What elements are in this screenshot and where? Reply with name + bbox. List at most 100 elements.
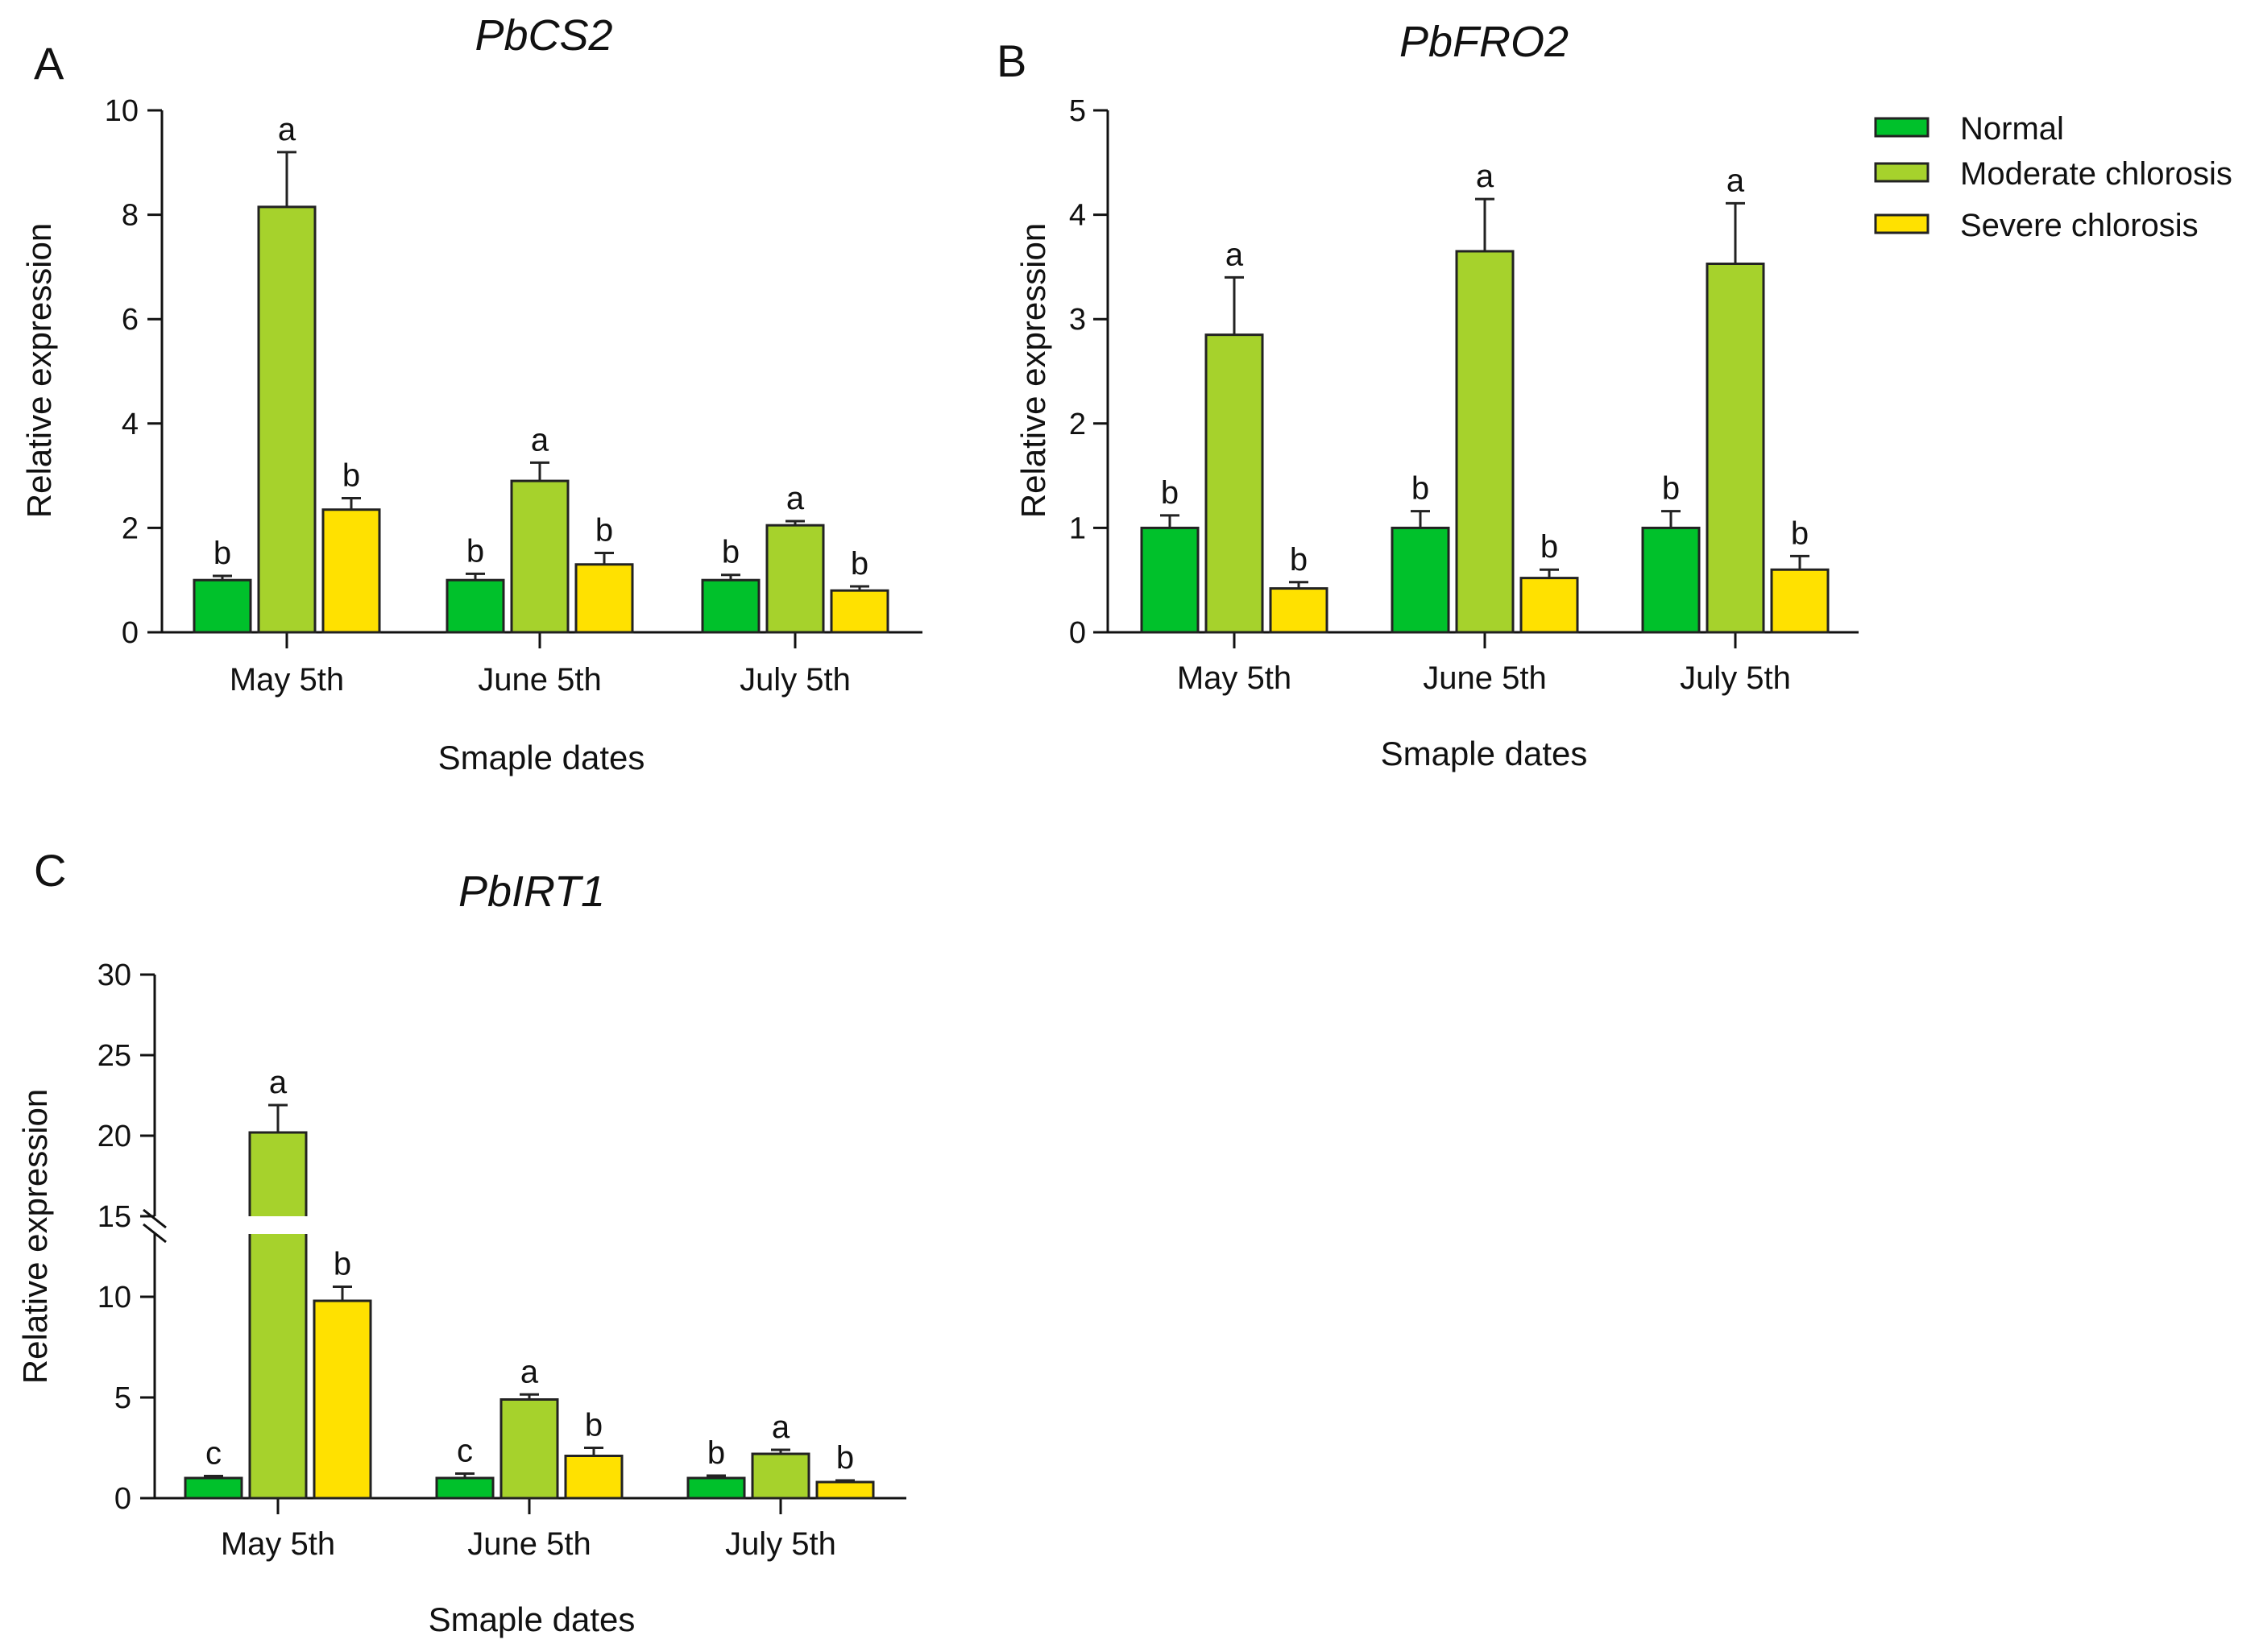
bar-moderate-chlorosis-july-5th <box>765 524 825 634</box>
y-tick-label: 4 <box>1069 199 1086 233</box>
significance-letter: a <box>520 1354 539 1389</box>
panel-a-title: PbCS2 <box>475 11 612 60</box>
significance-letter: a <box>1476 159 1494 194</box>
panel-a-letter: A <box>34 38 64 89</box>
panel-a-y-label: Relative expression <box>20 223 58 519</box>
x-tick-label: July 5th <box>725 1526 836 1562</box>
panel-c-axis-break-mark <box>143 1208 167 1229</box>
y-tick-label: 3 <box>1069 303 1086 337</box>
x-tick-label: May 5th <box>1177 660 1291 696</box>
bar-moderate-chlorosis-june-5th <box>499 1398 559 1500</box>
panel-b-y-ticks: 0 1 2 3 4 5 <box>1069 94 1108 650</box>
bar-moderate-chlorosis-may-5th <box>1204 333 1264 634</box>
legend-item-normal: Normal <box>1874 111 2064 147</box>
y-tick-label: 5 <box>114 1381 131 1415</box>
bar-severe-chlorosis-june-5th <box>564 1455 624 1500</box>
y-tick-label: 0 <box>122 616 139 650</box>
bar-normal-may-5th <box>1140 526 1200 634</box>
panel-b-title: PbFRO2 <box>1399 18 1569 66</box>
panel-c-title: PbIRT1 <box>458 867 605 916</box>
legend-item-severe-chlorosis: Severe chlorosis <box>1874 208 2199 243</box>
x-tick-label: June 5th <box>467 1526 591 1562</box>
significance-letter: b <box>722 535 740 570</box>
bar-normal-june-5th <box>435 1476 495 1500</box>
bar-moderate-chlorosis-july-5th <box>1706 263 1765 634</box>
significance-letter: b <box>1791 515 1809 551</box>
panel-c-y-ticks: 0 5 10 15 20 25 30 <box>97 958 155 1516</box>
panel-a-y-ticks: 0 2 4 6 8 10 <box>105 94 162 650</box>
bar-severe-chlorosis-may-5th <box>321 508 381 634</box>
panel-b-bars: b b b a a a b b b <box>1140 159 1830 634</box>
bar-severe-chlorosis-june-5th <box>1519 577 1579 634</box>
bar-severe-chlorosis-july-5th <box>815 1480 875 1500</box>
significance-letter: c <box>457 1434 473 1469</box>
significance-letter: a <box>278 112 296 147</box>
bar-severe-chlorosis-july-5th <box>1770 568 1830 634</box>
significance-letter: b <box>1540 529 1558 565</box>
bar-moderate-chlorosis-june-5th <box>510 479 570 634</box>
y-tick-label: 8 <box>122 199 139 233</box>
bar-severe-chlorosis-june-5th <box>574 563 634 634</box>
x-tick-label: May 5th <box>230 662 344 698</box>
panel-c-letter: C <box>34 845 66 896</box>
legend-label: Severe chlorosis <box>1960 208 2199 243</box>
panel-b-x-label: Smaple dates <box>1381 735 1588 772</box>
x-tick-label: June 5th <box>478 662 601 698</box>
panel-b-y-label: Relative expression <box>1014 223 1052 519</box>
panel-c-x-label: Smaple dates <box>429 1600 636 1638</box>
panel-b: B PbFRO2 Relative expression Smaple date… <box>997 18 1859 772</box>
bar-moderate-chlorosis-june-5th <box>1455 250 1515 634</box>
bar-moderate-chlorosis-may-5th <box>248 1131 308 1500</box>
legend-label: Normal <box>1960 111 2064 147</box>
legend-swatch-severe-chlorosis <box>1874 213 1929 234</box>
significance-letter: a <box>269 1065 288 1100</box>
significance-letter: b <box>1662 471 1680 507</box>
bar-severe-chlorosis-july-5th <box>830 589 889 634</box>
panel-c-x-ticks: May 5th June 5th July 5th <box>221 1498 836 1562</box>
panel-c: C PbIRT1 Relative expression Smaple date… <box>16 845 906 1638</box>
x-tick-label: July 5th <box>740 662 851 698</box>
y-tick-label: 0 <box>114 1482 131 1516</box>
significance-letter: b <box>342 458 360 493</box>
significance-letter: b <box>1411 471 1429 507</box>
bar-normal-june-5th <box>1391 526 1450 634</box>
panel-a: A PbCS2 Relative expression Smaple dates… <box>20 11 922 776</box>
y-tick-label: 10 <box>97 1281 131 1315</box>
significance-letter: b <box>1290 542 1308 578</box>
bar-normal-may-5th <box>193 578 252 634</box>
y-tick-label: 15 <box>97 1200 131 1234</box>
significance-letter: c <box>205 1436 222 1472</box>
y-tick-label: 30 <box>97 958 131 992</box>
x-tick-label: May 5th <box>221 1526 335 1562</box>
legend-label: Moderate chlorosis <box>1960 156 2232 192</box>
significance-letter: b <box>1161 475 1179 511</box>
bar-normal-july-5th <box>686 1476 746 1500</box>
bar-normal-may-5th <box>184 1476 243 1500</box>
significance-letter: b <box>585 1408 603 1443</box>
y-tick-label: 2 <box>1069 408 1086 441</box>
bar-normal-june-5th <box>446 578 505 634</box>
y-tick-label: 10 <box>105 94 139 128</box>
legend-item-moderate-chlorosis: Moderate chlorosis <box>1874 156 2232 192</box>
significance-letter: b <box>466 533 484 569</box>
panel-b-x-ticks: May 5th June 5th July 5th <box>1177 632 1791 696</box>
panel-a-x-ticks: May 5th June 5th July 5th <box>230 632 851 698</box>
significance-letter: b <box>595 513 613 549</box>
x-tick-label: July 5th <box>1680 660 1791 696</box>
significance-letter: b <box>836 1440 854 1476</box>
bar-moderate-chlorosis-july-5th <box>751 1452 810 1500</box>
y-tick-label: 1 <box>1069 511 1086 545</box>
y-tick-label: 6 <box>122 303 139 337</box>
legend-swatch-normal <box>1874 117 1929 138</box>
panel-c-y-label: Relative expression <box>16 1089 54 1385</box>
significance-letter: a <box>531 422 549 458</box>
legend: Normal Moderate chlorosis Severe chloros… <box>1874 111 2232 243</box>
panel-b-letter: B <box>997 35 1026 86</box>
significance-letter: a <box>1225 237 1244 272</box>
bar-severe-chlorosis-may-5th <box>1269 587 1328 634</box>
bar-break-gap <box>247 1216 309 1234</box>
significance-letter: a <box>772 1410 790 1445</box>
bar-normal-july-5th <box>701 578 761 634</box>
significance-letter: b <box>707 1435 725 1471</box>
